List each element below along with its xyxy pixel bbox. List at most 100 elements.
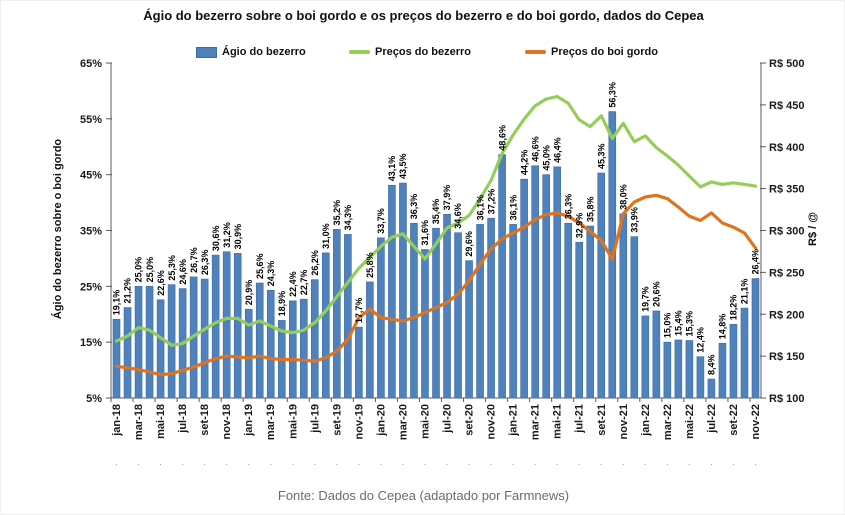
- bar-value-label: 25,6%: [255, 253, 265, 279]
- bar-value-label: 46,6%: [530, 136, 540, 162]
- bar-value-label: 44,2%: [519, 150, 529, 176]
- source-caption: Fonte: Dados do Cepea (adaptado por Farm…: [277, 488, 570, 503]
- line-swatch-icon: [525, 50, 546, 54]
- bar: [597, 172, 606, 399]
- right-axis-tick-label: R$ 400: [769, 142, 804, 154]
- x-tick-label: jul-19: [309, 404, 321, 434]
- bar-value-label: 35,2%: [332, 200, 342, 226]
- bar-value-label: 15,3%: [685, 311, 695, 337]
- dot: .: [710, 457, 713, 468]
- bar-value-label: 26,4%: [751, 249, 761, 275]
- dot: .: [446, 457, 449, 468]
- bars-group: [112, 111, 760, 399]
- bar: [123, 307, 132, 399]
- x-tick-label: mai-21: [552, 404, 564, 439]
- bar-value-label: 36,1%: [508, 195, 518, 221]
- bar-value-label: 29,6%: [464, 231, 474, 257]
- dot: .: [534, 457, 537, 468]
- dot: .: [225, 457, 228, 468]
- bar: [674, 339, 683, 399]
- right-axis-tick-label: R$ 450: [769, 100, 804, 112]
- bar: [355, 326, 363, 399]
- x-tick-label: jan-20: [375, 404, 387, 437]
- x-tick-label: nov-19: [353, 404, 365, 439]
- x-tick-label: nov-21: [618, 404, 630, 439]
- bar: [751, 278, 760, 399]
- legend-item-agio: Ágio do bezerro: [196, 45, 306, 59]
- bar-value-label: 32,9%: [574, 213, 584, 239]
- x-tick-label: jan-22: [640, 404, 652, 437]
- bar-value-label: 20,6%: [652, 281, 662, 307]
- left-axis-tick-label: 55%: [80, 114, 102, 126]
- dot: .: [380, 457, 383, 468]
- left-axis-tick-label: 5%: [86, 393, 102, 405]
- bar-value-label: 43,1%: [387, 156, 397, 182]
- bar: [729, 323, 738, 399]
- bar-value-label: 31,6%: [420, 220, 430, 246]
- left-axis-tick-label: 35%: [80, 226, 102, 238]
- bar: [542, 174, 550, 399]
- bar-value-label: 26,3%: [200, 250, 210, 276]
- dot: .: [490, 457, 493, 468]
- x-tick-label: set-21: [596, 404, 608, 436]
- x-tick-labels: jan-18 mar-18 mai-18 jul-18 set-18 nov-18 jan-…: [111, 404, 762, 440]
- bar: [421, 249, 429, 399]
- bar-value-label: 48,6%: [497, 125, 507, 151]
- bar: [443, 214, 451, 399]
- bar-value-label: 18,2%: [729, 295, 739, 321]
- chart-title: Ágio do bezerro sobre o boi gordo e os p…: [143, 8, 704, 23]
- bar: [520, 178, 528, 399]
- bar: [498, 154, 506, 399]
- dot: .: [600, 457, 603, 468]
- left-axis-tick-label: 15%: [80, 337, 102, 349]
- bar-value-label: 36,1%: [475, 195, 485, 221]
- dot: .: [578, 457, 581, 468]
- bar-value-label: 30,6%: [211, 226, 221, 252]
- bar-value-label: 25,0%: [134, 257, 144, 283]
- bar-value-label: 25,3%: [167, 255, 177, 281]
- right-axis-tick-label: R$ 350: [769, 184, 804, 196]
- bar-value-label: 24,3%: [266, 261, 276, 287]
- x-tick-label: jul-20: [442, 404, 454, 434]
- dot: .: [159, 457, 162, 468]
- bar: [299, 298, 308, 399]
- bar-value-label: 22,7%: [299, 270, 309, 296]
- bar-value-label: 34,3%: [343, 205, 353, 231]
- boi-gordo-price-line: [114, 193, 758, 377]
- dot: .: [424, 457, 427, 468]
- bar: [112, 318, 121, 399]
- bar: [553, 166, 561, 399]
- bar-value-label: 25,8%: [365, 252, 375, 278]
- bar: [366, 281, 374, 399]
- bar-value-label: 18,9%: [277, 291, 287, 317]
- legend-label-boi: Preços do boi gordo: [551, 46, 658, 58]
- dot: .: [468, 457, 471, 468]
- bar-value-label: 17,7%: [354, 298, 364, 324]
- dot: .: [688, 457, 691, 468]
- bar: [564, 222, 573, 399]
- x-tick-label: set-22: [728, 404, 740, 436]
- bar: [156, 299, 165, 399]
- bar-value-label: 35,8%: [585, 197, 595, 223]
- x-tick-label: set-19: [331, 404, 343, 436]
- bar-value-label: 36,3%: [409, 194, 419, 220]
- x-tick-label: mar-22: [662, 404, 674, 440]
- chart-canvas: 65% 55% 45% 35% 25% 15% 5% R$ 500 R$ 450 R$ 400 R$…: [80, 58, 805, 468]
- bar-value-label: 31,0%: [321, 223, 331, 249]
- dot: .: [291, 457, 294, 468]
- bar: [531, 165, 539, 399]
- bar-swatch-icon: [196, 46, 217, 58]
- x-tick-label: set-18: [199, 404, 211, 436]
- x-tick-label: mar-20: [397, 404, 409, 440]
- bar-value-label: 36,3%: [563, 194, 573, 220]
- x-tick-label: nov-22: [750, 404, 762, 439]
- left-axis-tick-label: 45%: [80, 170, 102, 182]
- x-tick-label: jan-18: [111, 404, 123, 437]
- bar: [344, 234, 352, 399]
- bar: [211, 254, 220, 399]
- bar: [410, 222, 418, 399]
- bar-value-label: 25,0%: [145, 257, 155, 283]
- bar: [641, 315, 650, 399]
- x-tick-label: mar-18: [133, 404, 145, 440]
- bar: [200, 278, 209, 399]
